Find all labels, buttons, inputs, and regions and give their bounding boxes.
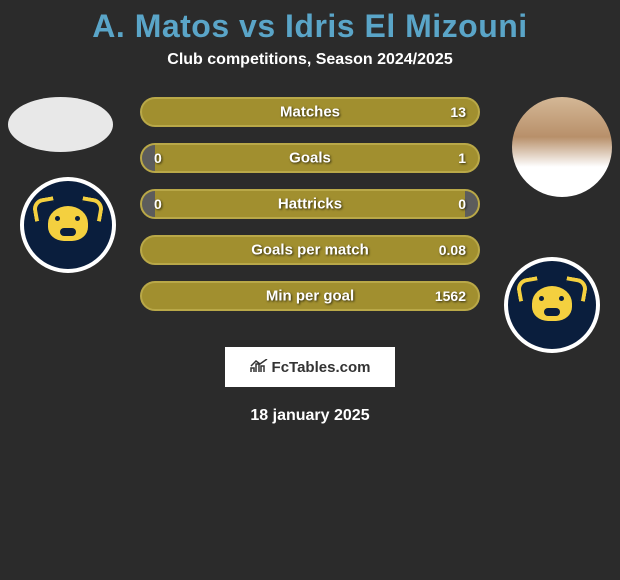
stat-row: 0 Goals 1 (140, 143, 480, 173)
stat-row: Matches 13 (140, 97, 480, 127)
stat-row: Min per goal 1562 (140, 281, 480, 311)
watermark-text: FcTables.com (272, 359, 371, 376)
ox-icon (33, 198, 103, 253)
stat-right-value: 1562 (435, 288, 466, 304)
club-left-badge (20, 177, 116, 273)
stat-right-value: 13 (450, 104, 466, 120)
chart-icon (250, 359, 268, 376)
stat-right-value: 0 (458, 196, 466, 212)
stat-label: Hattricks (278, 196, 342, 213)
subtitle: Club competitions, Season 2024/2025 (0, 51, 620, 69)
stat-right-value: 1 (458, 150, 466, 166)
watermark: FcTables.com (225, 347, 395, 387)
stat-label: Matches (280, 104, 340, 121)
stat-bars: Matches 13 0 Goals 1 0 Hattricks 0 (140, 97, 480, 327)
stat-label: Goals per match (251, 242, 369, 259)
comparison-card: A. Matos vs Idris El Mizouni Club compet… (0, 0, 620, 69)
stat-row: Goals per match 0.08 (140, 235, 480, 265)
date-label: 18 january 2025 (250, 407, 369, 425)
bar-fill-right (465, 191, 478, 217)
stat-label: Min per goal (266, 288, 354, 305)
stat-left-value: 0 (154, 150, 162, 166)
player-left-avatar (8, 97, 113, 152)
page-title: A. Matos vs Idris El Mizouni (0, 8, 620, 45)
stat-left-value: 0 (154, 196, 162, 212)
stat-row: 0 Hattricks 0 (140, 189, 480, 219)
club-right-badge (504, 257, 600, 353)
stat-right-value: 0.08 (439, 242, 466, 258)
player-right-avatar (512, 97, 612, 197)
ox-icon (517, 278, 587, 333)
stat-label: Goals (289, 150, 331, 167)
